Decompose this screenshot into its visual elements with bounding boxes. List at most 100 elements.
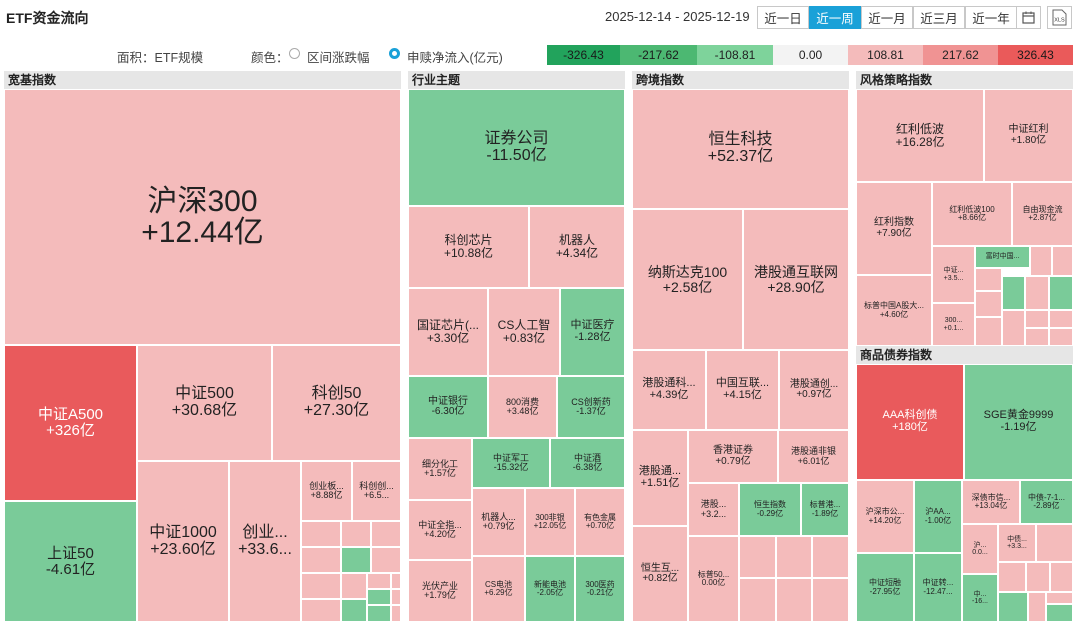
excel-export-icon[interactable]: XLS	[1047, 6, 1072, 29]
period-tab-1m[interactable]: 近一月	[861, 6, 913, 29]
treemap-tile-industry-14[interactable]: 300非银 +12.05亿	[525, 488, 575, 556]
treemap-tile-crossborder-small[interactable]	[739, 578, 776, 622]
treemap-tile-style-small[interactable]	[1049, 328, 1073, 346]
treemap-tile-broad-small[interactable]	[371, 547, 401, 573]
treemap-tile-broad-5[interactable]: 中证1000 +23.60亿	[137, 461, 229, 622]
treemap-tile-crossborder-12[interactable]: 恒生互... +0.82亿	[632, 526, 688, 622]
treemap-tile-broad-small[interactable]	[367, 589, 391, 605]
treemap-tile-industry-2[interactable]: 机器人 +4.34亿	[529, 206, 625, 288]
treemap-tile-industry-10[interactable]: 中证军工 -15.32亿	[472, 438, 550, 488]
treemap-tile-crossborder-5[interactable]: 港股通创... +0.97亿	[779, 350, 849, 430]
treemap-tile-broad-1[interactable]: 中证A500 +326亿	[4, 345, 137, 501]
treemap-tile-style-small[interactable]	[1002, 276, 1025, 310]
treemap-tile-broad-8[interactable]: 科创创... +6.5...	[352, 461, 401, 521]
treemap-tile-commodity-small[interactable]	[1026, 562, 1050, 592]
treemap-tile-industry-8[interactable]: CS创新药 -1.37亿	[557, 376, 625, 438]
treemap-tile-commodity-10[interactable]: 中... -16...	[962, 574, 998, 622]
treemap-tile-industry-1[interactable]: 科创芯片 +10.88亿	[408, 206, 529, 288]
treemap-tile-commodity-small[interactable]	[1046, 604, 1073, 622]
treemap-tile-industry-7[interactable]: 800消费 +3.48亿	[488, 376, 557, 438]
treemap-tile-style-7[interactable]: 标普中国A股大... +4.60亿	[856, 275, 932, 346]
treemap-tile-broad-small[interactable]	[341, 573, 367, 599]
treemap-tile-style-small[interactable]	[975, 317, 1002, 346]
calendar-icon[interactable]	[1016, 6, 1041, 29]
treemap-tile-style-2[interactable]: 红利指数 +7.90亿	[856, 182, 932, 275]
treemap-tile-industry-5[interactable]: 中证医疗 -1.28亿	[560, 288, 625, 376]
treemap-tile-broad-small[interactable]	[301, 521, 341, 547]
treemap-tile-industry-17[interactable]: CS电池 +6.29亿	[472, 556, 525, 622]
radio-change-pct-label[interactable]: 区间涨跌幅	[307, 51, 370, 65]
period-tab-1d[interactable]: 近一日	[757, 6, 809, 29]
treemap-tile-industry-16[interactable]: 光伏产业 +1.79亿	[408, 560, 472, 622]
treemap-tile-style-1[interactable]: 中证红利 +1.80亿	[984, 89, 1073, 182]
treemap-tile-industry-19[interactable]: 300医药 -0.21亿	[575, 556, 625, 622]
treemap-tile-crossborder-7[interactable]: 香港证券 +0.79亿	[688, 430, 778, 483]
treemap-tile-style-small[interactable]	[1025, 328, 1049, 346]
treemap-tile-broad-small[interactable]	[301, 547, 341, 573]
treemap-tile-style-small[interactable]	[1049, 276, 1073, 310]
treemap-tile-style-5[interactable]: 富时中国...	[975, 246, 1030, 268]
treemap-tile-style-small[interactable]	[1049, 310, 1073, 328]
period-tab-3m[interactable]: 近三月	[913, 6, 965, 29]
date-range[interactable]: 2025-12-14 - 2025-12-19	[605, 9, 750, 24]
treemap-tile-crossborder-small[interactable]	[776, 536, 812, 578]
treemap-tile-crossborder-13[interactable]: 标普50... 0.00亿	[688, 536, 739, 622]
treemap-tile-style-small[interactable]	[1030, 246, 1052, 276]
treemap-tile-crossborder-1[interactable]: 纳斯达克100 +2.58亿	[632, 209, 743, 350]
treemap-tile-industry-18[interactable]: 新能电池 -2.05亿	[525, 556, 575, 622]
treemap-tile-broad-small[interactable]	[367, 573, 391, 589]
treemap-tile-commodity-1[interactable]: SGE黄金9999 -1.19亿	[964, 364, 1073, 480]
treemap-tile-industry-11[interactable]: 中证酒 -6.38亿	[550, 438, 625, 488]
treemap-tile-style-8[interactable]: 300... +0.1...	[932, 303, 975, 346]
treemap-tile-commodity-small[interactable]	[1046, 592, 1073, 604]
treemap-tile-crossborder-0[interactable]: 恒生科技 +52.37亿	[632, 89, 849, 209]
treemap-tile-style-small[interactable]	[1025, 276, 1049, 310]
radio-net-inflow[interactable]	[389, 48, 400, 59]
treemap-tile-broad-small[interactable]	[341, 599, 367, 622]
treemap-tile-crossborder-2[interactable]: 港股通互联网 +28.90亿	[743, 209, 849, 350]
treemap-tile-style-4[interactable]: 自由现金流 +2.87亿	[1012, 182, 1073, 246]
treemap-tile-commodity-5[interactable]: 中债-7-1... -2.89亿	[1020, 480, 1073, 524]
treemap-tile-broad-small[interactable]	[391, 589, 401, 605]
treemap-tile-industry-3[interactable]: 国证芯片(... +3.30亿	[408, 288, 488, 376]
treemap-tile-commodity-3[interactable]: 沪AA... -1.00亿	[914, 480, 962, 553]
treemap-tile-crossborder-small[interactable]	[812, 536, 849, 578]
treemap-tile-commodity-0[interactable]: AAA科创债 +180亿	[856, 364, 964, 480]
treemap-tile-crossborder-11[interactable]: 标普港... -1.89亿	[801, 483, 849, 536]
treemap-tile-broad-small[interactable]	[367, 605, 391, 622]
treemap-tile-crossborder-10[interactable]: 恒生指数 -0.29亿	[739, 483, 801, 536]
treemap-tile-broad-7[interactable]: 创业板... +8.88亿	[301, 461, 352, 521]
treemap-tile-broad-small[interactable]	[341, 547, 371, 573]
treemap-tile-commodity-8[interactable]: 中证短融 -27.95亿	[856, 553, 914, 622]
treemap-tile-crossborder-4[interactable]: 中国互联... +4.15亿	[706, 350, 779, 430]
treemap-tile-broad-0[interactable]: 沪深300 +12.44亿	[4, 89, 401, 345]
treemap-tile-style-0[interactable]: 红利低波 +16.28亿	[856, 89, 984, 182]
treemap-tile-crossborder-3[interactable]: 港股通科... +4.39亿	[632, 350, 706, 430]
treemap-tile-broad-small[interactable]	[301, 573, 341, 599]
treemap-tile-industry-6[interactable]: 中证银行 -6.30亿	[408, 376, 488, 438]
treemap-tile-industry-12[interactable]: 中证全指... +4.20亿	[408, 500, 472, 560]
treemap-tile-style-6[interactable]: 中证... +3.5...	[932, 246, 975, 303]
treemap-tile-broad-small[interactable]	[301, 599, 341, 622]
treemap-tile-crossborder-small[interactable]	[776, 578, 812, 622]
treemap-tile-industry-4[interactable]: CS人工智 +0.83亿	[488, 288, 560, 376]
treemap-tile-broad-small[interactable]	[391, 573, 401, 589]
treemap-tile-commodity-4[interactable]: 深债市信... +13.04亿	[962, 480, 1020, 524]
treemap-tile-commodity-small[interactable]	[998, 592, 1028, 622]
period-tab-1y[interactable]: 近一年	[965, 6, 1017, 29]
treemap-tile-crossborder-small[interactable]	[739, 536, 776, 578]
treemap-tile-style-small[interactable]	[975, 268, 1002, 291]
radio-net-inflow-label[interactable]: 申赎净流入(亿元)	[407, 51, 503, 65]
radio-change-pct[interactable]	[289, 48, 300, 59]
treemap-tile-broad-6[interactable]: 创业... +33.6...	[229, 461, 301, 622]
treemap-tile-commodity-2[interactable]: 沪深市公... +14.20亿	[856, 480, 914, 553]
treemap-tile-crossborder-small[interactable]	[812, 578, 849, 622]
treemap-tile-industry-0[interactable]: 证券公司 -11.50亿	[408, 89, 625, 206]
treemap-tile-industry-9[interactable]: 细分化工 +1.57亿	[408, 438, 472, 500]
treemap-tile-commodity-small[interactable]	[998, 562, 1026, 592]
treemap-tile-commodity-6[interactable]: 沪... 0.0...	[962, 524, 998, 574]
treemap-tile-industry-15[interactable]: 有色金属 +0.70亿	[575, 488, 625, 556]
treemap-tile-commodity-small[interactable]	[1050, 562, 1073, 592]
treemap-tile-broad-small[interactable]	[371, 521, 401, 547]
treemap-tile-commodity-small[interactable]	[1036, 524, 1073, 562]
